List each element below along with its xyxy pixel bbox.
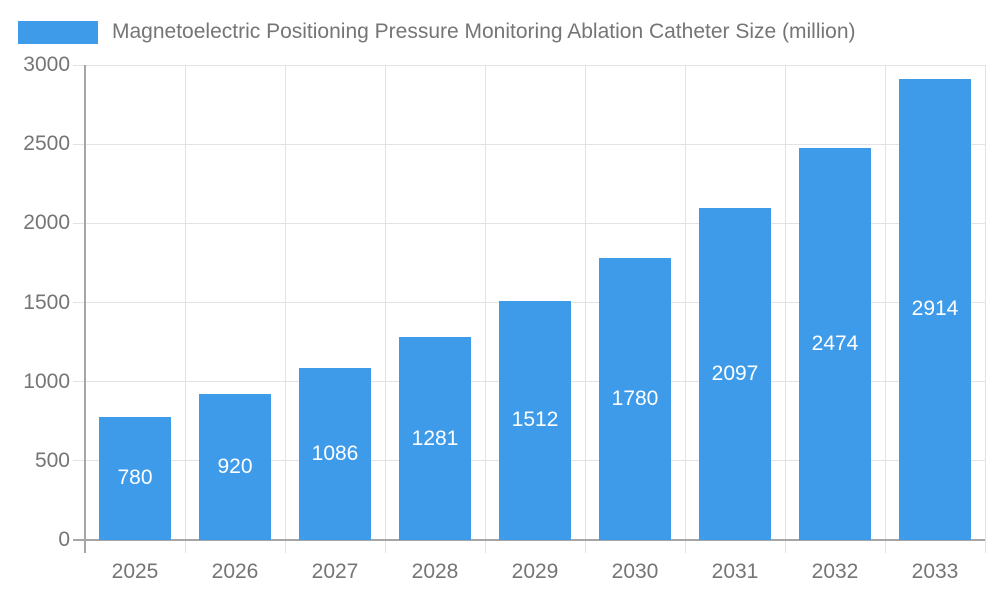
- bar-value-label: 1780: [611, 387, 659, 411]
- bar-value-label: 1512: [511, 408, 559, 432]
- bar-value-label: 2474: [811, 332, 859, 356]
- y-axis-line: [84, 65, 86, 553]
- bar[interactable]: 2914: [899, 78, 971, 540]
- bar-value-label: 2914: [911, 297, 959, 321]
- x-tick-label: 2026: [211, 560, 259, 583]
- bar[interactable]: 2474: [799, 148, 871, 540]
- gridline-vertical: [984, 65, 986, 553]
- bar[interactable]: 1512: [499, 300, 571, 540]
- y-tick-label: 3000: [23, 53, 70, 76]
- y-tick-label: 2500: [23, 132, 70, 156]
- bar[interactable]: 2097: [699, 207, 771, 540]
- gridline-vertical: [384, 65, 386, 553]
- bar[interactable]: 1086: [299, 368, 371, 540]
- gridline-horizontal: [73, 222, 985, 224]
- gridline-vertical: [184, 65, 186, 553]
- gridline-vertical: [884, 65, 886, 553]
- legend-label: Magnetoelectric Positioning Pressure Mon…: [112, 20, 856, 43]
- legend-swatch: [18, 20, 98, 44]
- x-tick-label: 2031: [711, 560, 759, 583]
- bar[interactable]: 920: [199, 394, 271, 540]
- bar[interactable]: 1780: [599, 258, 671, 540]
- bar[interactable]: 1281: [399, 337, 471, 540]
- y-tick-label: 1000: [23, 369, 70, 393]
- x-axis-line: [73, 539, 985, 541]
- x-tick-label: 2033: [911, 560, 959, 583]
- gridline-horizontal: [73, 143, 985, 145]
- bar-value-label: 1281: [411, 426, 459, 450]
- x-tick-label: 2027: [311, 560, 359, 583]
- gridline-vertical: [584, 65, 586, 553]
- bar-value-label: 2097: [711, 361, 759, 385]
- gridline-vertical: [284, 65, 286, 553]
- legend[interactable]: Magnetoelectric Positioning Pressure Mon…: [18, 20, 856, 44]
- y-tick-label: 0: [58, 528, 70, 551]
- gridline-vertical: [784, 65, 786, 553]
- x-tick-label: 2029: [511, 560, 559, 583]
- x-tick-label: 2030: [611, 560, 659, 583]
- x-tick-label: 2032: [811, 560, 859, 583]
- x-tick-label: 2028: [411, 560, 459, 583]
- x-tick-label: 2025: [111, 560, 159, 583]
- bar-value-label: 780: [117, 466, 153, 490]
- y-tick-label: 1500: [23, 290, 70, 314]
- gridline-vertical: [684, 65, 686, 553]
- bar-value-label: 920: [217, 455, 253, 479]
- gridline-vertical: [484, 65, 486, 553]
- y-tick-label: 2000: [23, 211, 70, 235]
- bar[interactable]: 780: [99, 416, 171, 540]
- y-tick-label: 500: [34, 448, 70, 472]
- bar-value-label: 1086: [311, 442, 359, 466]
- gridline-horizontal: [73, 64, 985, 66]
